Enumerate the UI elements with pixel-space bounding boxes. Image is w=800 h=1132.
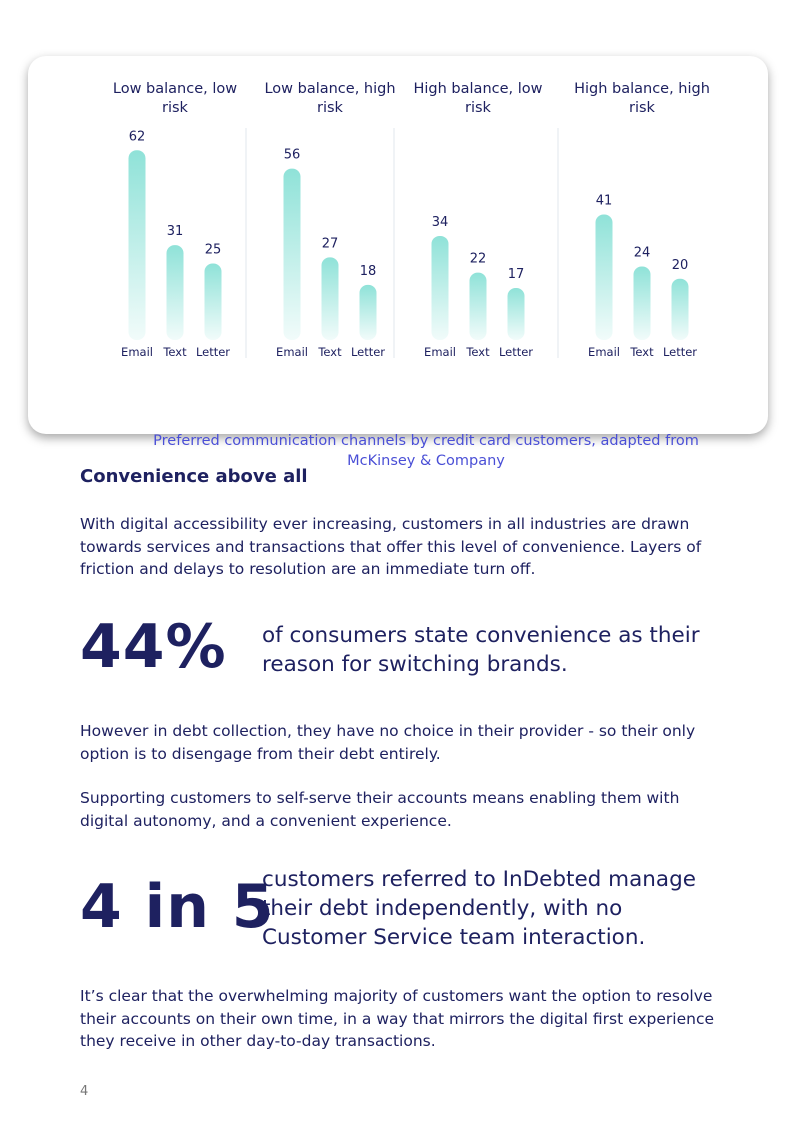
category-label: Email [276,345,308,359]
category-label: Email [121,345,153,359]
stat-figure: 44% [80,612,227,682]
chart-caption: Preferred communication channels by cred… [153,433,699,469]
value-label: 34 [432,215,449,230]
stat-text: of consumers state convenience as their … [262,623,700,677]
value-label: 20 [672,258,689,273]
bar [671,278,689,340]
value-label: 17 [508,267,525,282]
category-label: Text [317,345,342,359]
chart: 62 Email 31 Text 25 Letter 56 Email 27 Text 18 Lett… [121,128,697,359]
paragraph: It’s clear that the overwhelming majorit… [80,987,715,1050]
panel-title: Low balance, high risk [264,81,396,116]
value-label: 41 [596,194,613,209]
category-label: Text [162,345,187,359]
category-label: Text [465,345,490,359]
category-label: Email [424,345,456,359]
bar [321,257,339,340]
bar [283,168,301,340]
category-label: Letter [351,345,385,359]
heading: Convenience above all [80,466,308,487]
category-label: Letter [196,345,230,359]
paragraph: With digital accessibility ever increasi… [80,515,702,578]
value-label: 27 [322,236,339,251]
bar [633,266,651,340]
chart-card: 62 Email 31 Text 25 Letter 56 Email 27 Text 18 Lett… [28,56,768,469]
category-label: Letter [499,345,533,359]
bar [204,263,222,340]
paragraph: However in debt collection, they have no… [80,722,696,763]
bar [359,284,377,340]
bar [166,245,184,340]
value-label: 56 [284,148,301,163]
category-label: Letter [663,345,697,359]
paragraph: Supporting customers to self-serve their… [80,789,680,830]
value-label: 31 [167,224,184,239]
bar [431,235,449,340]
stat-figure: 4 in 5 [80,872,275,942]
panel-title: High balance, high risk [574,81,710,116]
bar [128,150,146,340]
value-label: 18 [360,264,377,279]
page-number: 4 [80,1084,89,1099]
value-label: 22 [470,252,487,267]
stat-text: customers referred to InDebted manage th… [262,867,696,950]
value-label: 62 [129,129,146,144]
bar [469,272,487,340]
value-label: 25 [205,243,222,258]
bar [507,287,525,340]
panel-title: High balance, low risk [413,81,543,116]
value-label: 24 [634,246,651,261]
category-label: Text [629,345,654,359]
bar [595,214,613,340]
category-label: Email [588,345,620,359]
panel-title: Low balance, low risk [112,81,238,116]
